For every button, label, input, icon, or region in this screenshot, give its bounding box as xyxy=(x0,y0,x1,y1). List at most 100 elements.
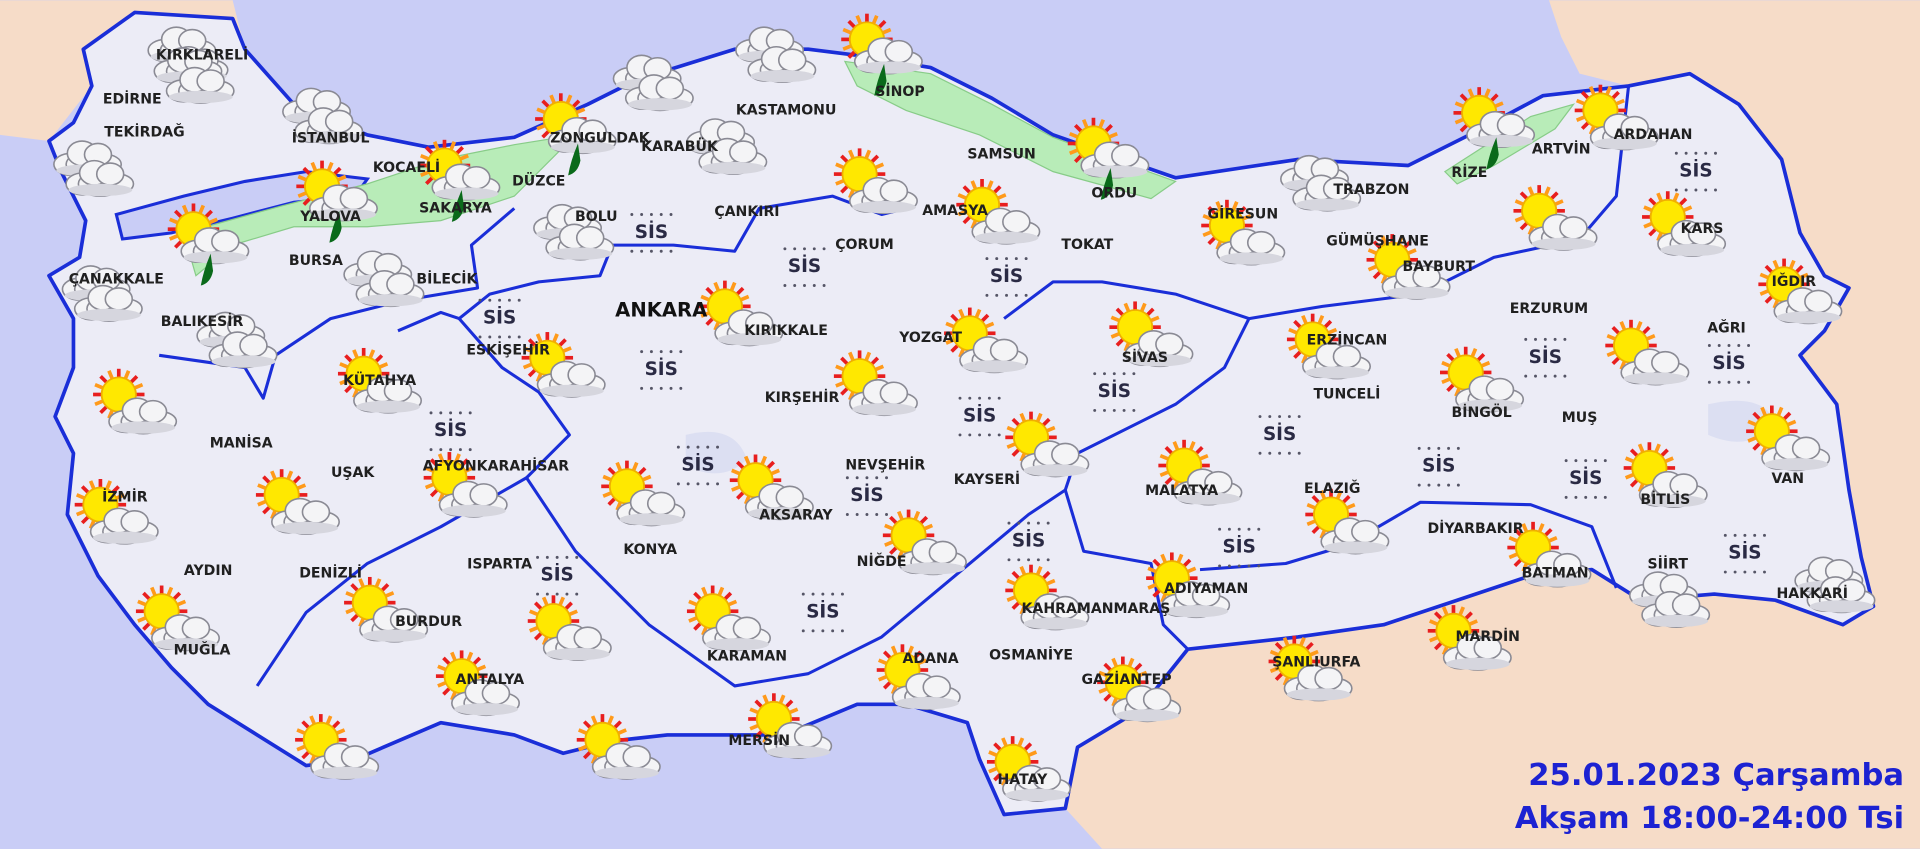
cloud-shade xyxy=(1469,134,1534,148)
sun-ray xyxy=(198,204,206,215)
fog-symbol: SİS xyxy=(1707,344,1751,384)
sun-ray xyxy=(1127,657,1135,668)
weather-icon xyxy=(295,714,380,780)
city-label: HAKKARİ xyxy=(1777,585,1848,602)
sun-ray xyxy=(137,616,147,623)
sun-ray xyxy=(1288,344,1298,351)
weather-icon xyxy=(1146,552,1231,619)
sun-ray xyxy=(339,362,349,369)
sun-ray xyxy=(169,217,179,225)
weather-icon xyxy=(1513,185,1598,251)
city-label: KOCAELİ xyxy=(373,159,440,176)
sun-ray xyxy=(123,370,131,380)
city-label: OSMANİYE xyxy=(989,646,1073,663)
sun-ray xyxy=(1605,85,1612,96)
sun-ray xyxy=(1164,446,1174,455)
fog-dot xyxy=(649,249,653,253)
fog-symbol: SİS xyxy=(1564,459,1607,499)
sun-ray xyxy=(874,162,885,170)
cloud-shade xyxy=(701,161,766,175)
fog-dot xyxy=(1753,533,1757,537)
sun-ray xyxy=(1429,635,1439,643)
sun-ray xyxy=(1019,412,1027,423)
sun-ray xyxy=(835,178,845,186)
sun-ray xyxy=(533,631,543,641)
weather-icon xyxy=(1305,488,1390,555)
sun-ray xyxy=(449,141,457,151)
fog-dot xyxy=(1747,344,1751,347)
fog-dot xyxy=(1743,570,1747,574)
city-label: BURDUR xyxy=(395,614,462,630)
cloud-shade xyxy=(442,504,506,517)
fog-dot xyxy=(1553,374,1557,378)
cloud-shade xyxy=(1593,137,1657,150)
sun-ray xyxy=(460,458,469,467)
cloud-part xyxy=(1142,687,1172,712)
sun-ray xyxy=(1274,672,1284,681)
fog-dot xyxy=(1036,521,1040,525)
city-label: AFYONKARAHİSAR xyxy=(423,458,570,475)
sun-ray xyxy=(1550,191,1559,201)
fog-dot xyxy=(696,482,700,486)
sun-ray xyxy=(549,94,556,104)
fog-label: SİS xyxy=(850,484,883,506)
sun-ray xyxy=(527,338,537,347)
city-label: SİNOP xyxy=(875,83,924,100)
sun-ray xyxy=(1115,337,1125,347)
sun-ray xyxy=(297,174,307,182)
sun-ray xyxy=(1606,350,1616,358)
fog-dot xyxy=(575,592,579,596)
sun-ray xyxy=(1513,558,1523,568)
city-label: ARDAHAN xyxy=(1614,127,1693,143)
sun-ray xyxy=(1069,148,1079,156)
sun-ray xyxy=(1073,123,1083,133)
sun-ray xyxy=(424,466,435,473)
fog-dot xyxy=(1427,483,1431,487)
sun-ray xyxy=(1752,442,1762,451)
sun-ray xyxy=(1110,315,1120,323)
sun-ray xyxy=(1446,383,1455,392)
sun-ray xyxy=(988,766,998,774)
sun-ray xyxy=(1459,93,1469,103)
sun-ray xyxy=(1159,453,1169,461)
sun-ray xyxy=(717,586,725,597)
cloud-shade xyxy=(1660,243,1725,257)
sun-ray xyxy=(1615,98,1625,106)
fog-dot xyxy=(659,386,663,390)
sun-ray xyxy=(301,720,310,729)
fog-label: SİS xyxy=(1098,380,1131,402)
fog-dot xyxy=(840,629,844,633)
sun-ray xyxy=(1788,259,1796,270)
sun-ray xyxy=(204,209,213,219)
cloud-shade xyxy=(312,208,376,221)
sun-ray xyxy=(1760,406,1767,417)
sun-ray xyxy=(1152,588,1162,598)
cloud-part xyxy=(1559,216,1588,240)
sun-ray xyxy=(568,609,578,617)
fog-dot xyxy=(498,298,502,302)
cloud-shade xyxy=(1083,165,1148,178)
fog-dot xyxy=(1132,372,1136,376)
sun-ray xyxy=(1519,191,1529,201)
fog-dot xyxy=(458,448,462,452)
sun-ray xyxy=(884,523,894,531)
cloud-part xyxy=(622,745,652,769)
cloud-shade xyxy=(356,400,420,413)
sun-ray xyxy=(913,650,922,660)
sun-ray xyxy=(723,591,733,601)
sun-ray xyxy=(749,723,759,731)
fog-dot xyxy=(865,513,869,516)
city-label: SAKARYA xyxy=(419,200,492,216)
sun-ray xyxy=(1654,443,1661,453)
sun-ray xyxy=(590,715,598,725)
fog-symbol: SİS xyxy=(801,592,844,633)
sun-ray xyxy=(437,664,447,672)
cloud-part xyxy=(1496,113,1526,137)
fog-dot xyxy=(1456,446,1460,450)
fog-dot xyxy=(801,629,805,633)
fog-dot xyxy=(449,448,453,452)
weather-icon xyxy=(53,140,135,197)
cloud-part xyxy=(95,162,125,186)
